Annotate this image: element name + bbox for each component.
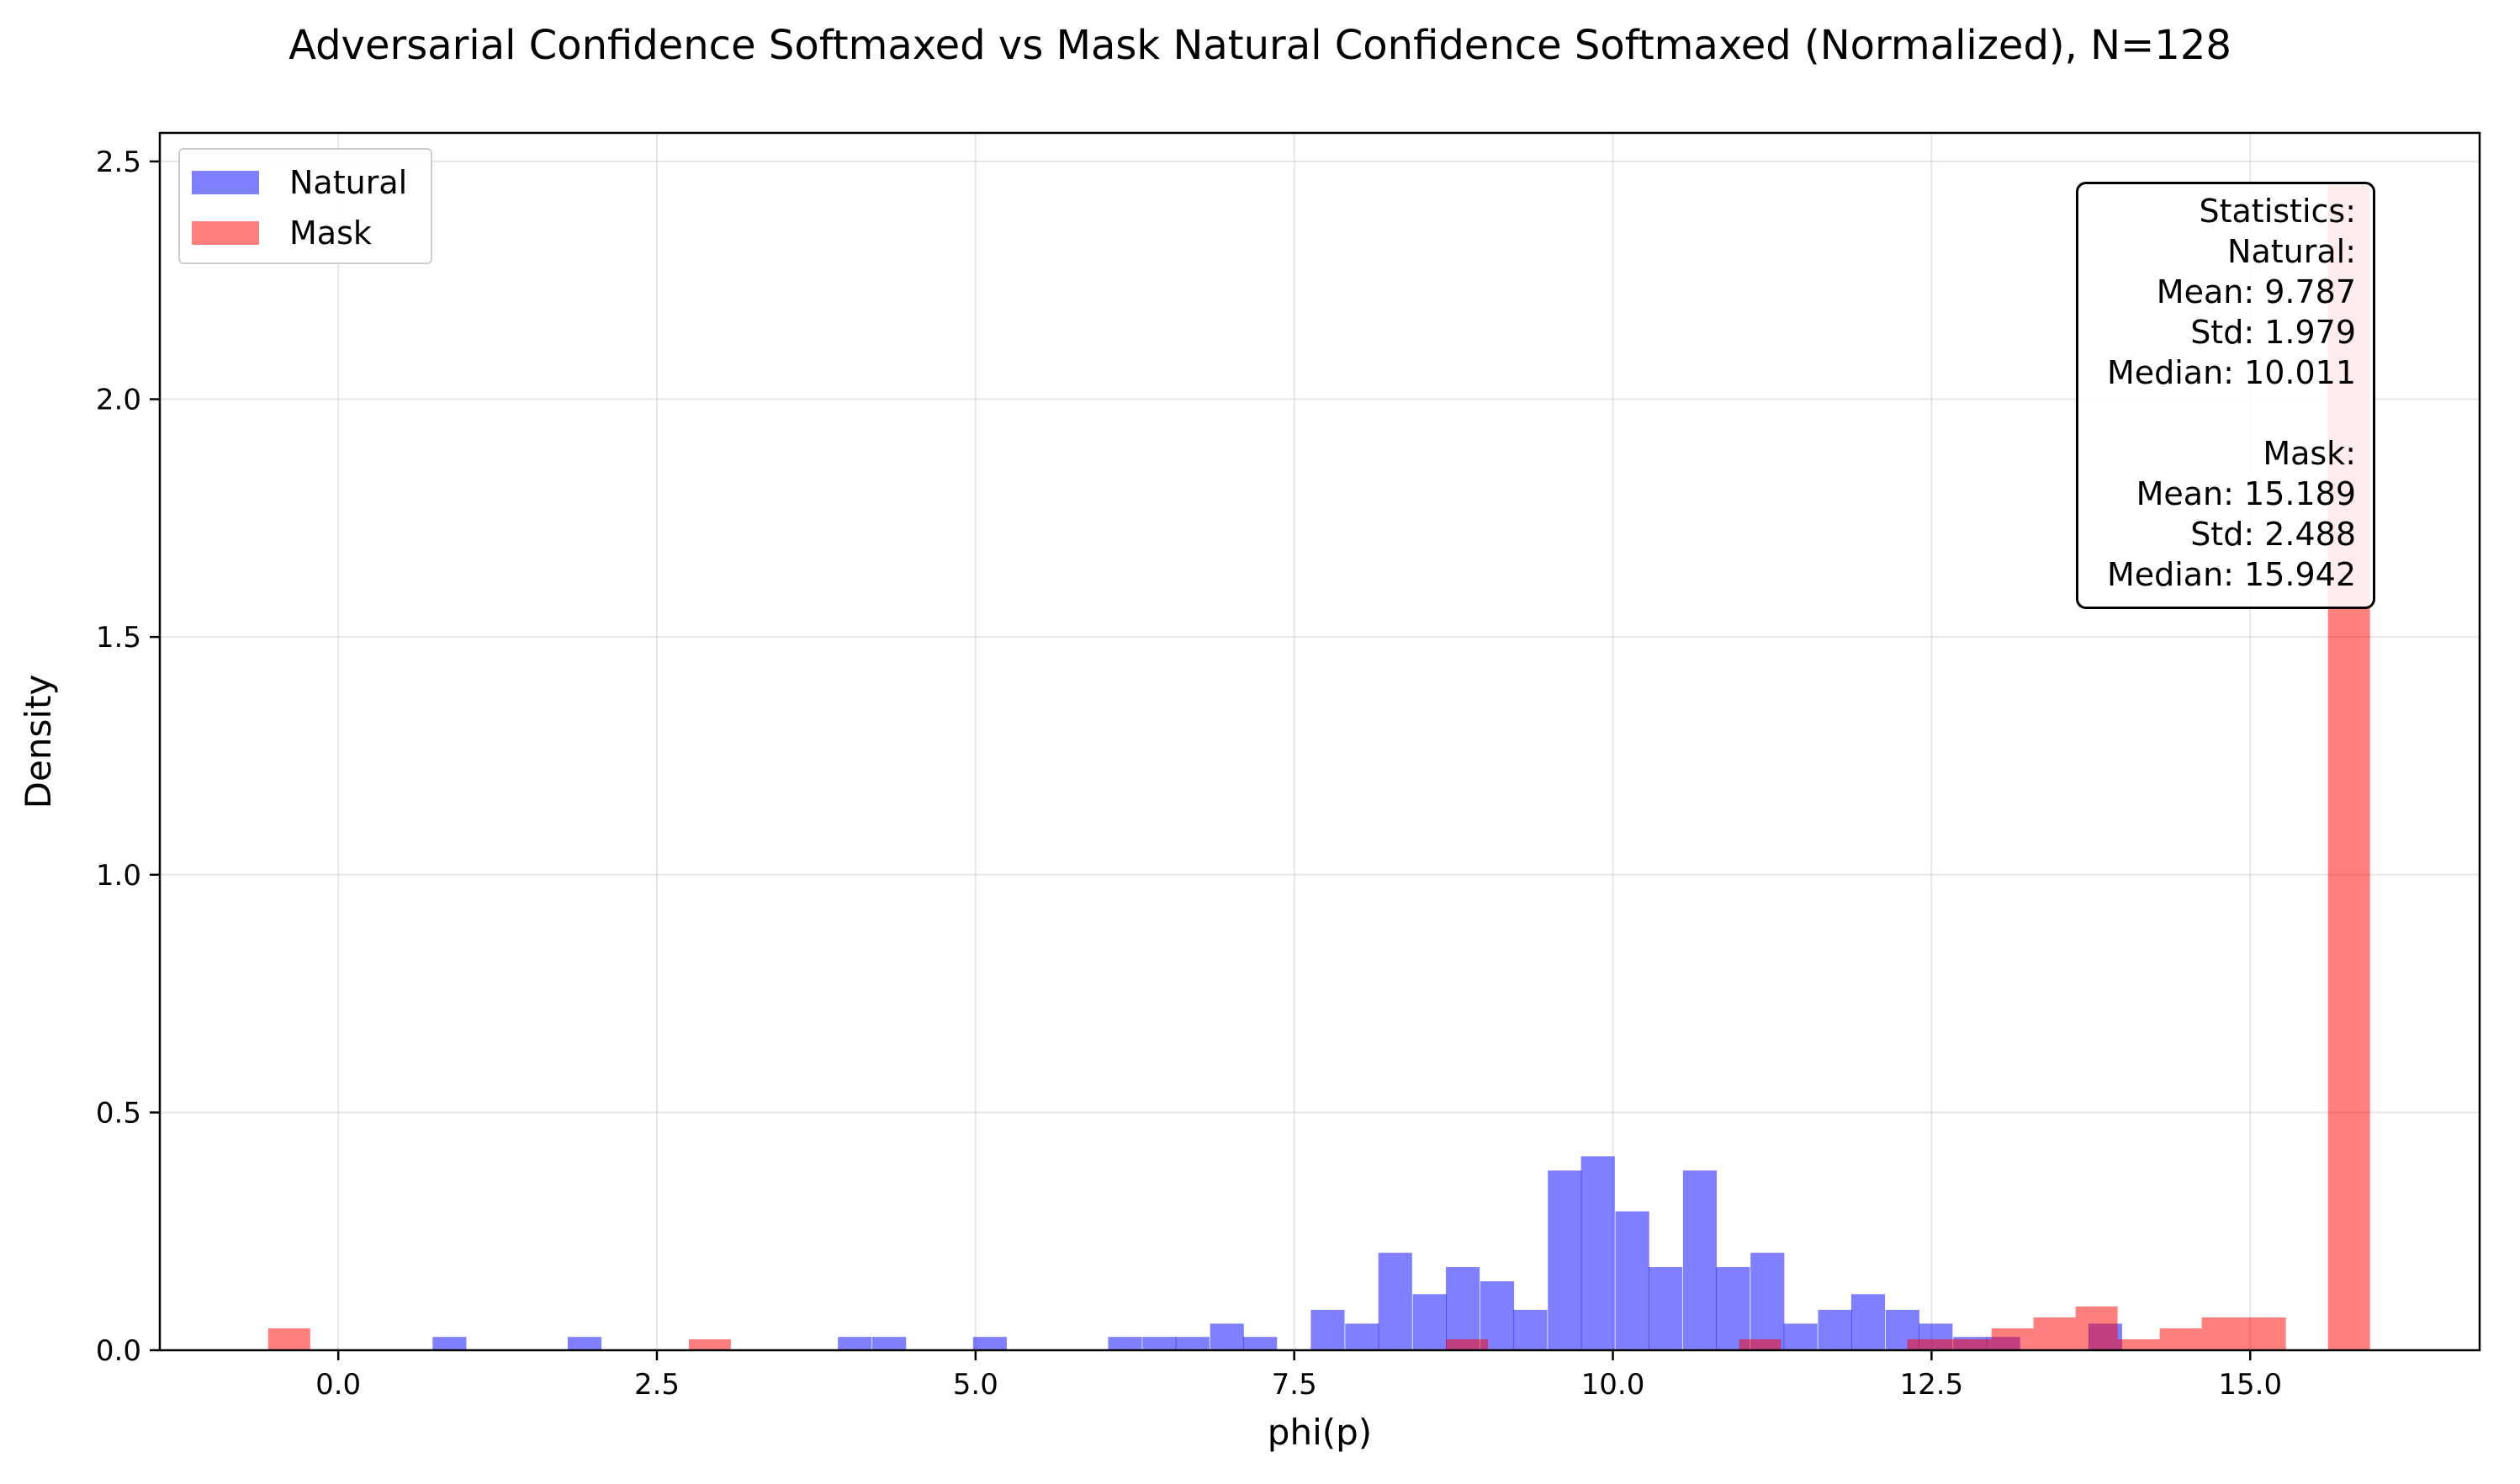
legend-item-natural: Natural — [192, 162, 407, 204]
mask-bar — [267, 1328, 310, 1350]
y-tick-label: 0.0 — [96, 1334, 141, 1368]
natural-bar — [1345, 1323, 1379, 1350]
mask-bar — [2243, 1317, 2286, 1350]
legend-swatch-mask — [192, 221, 259, 245]
natural-bar — [1716, 1267, 1750, 1350]
natural-bar — [1513, 1309, 1548, 1350]
natural-bar — [838, 1337, 872, 1350]
mask-bar — [1949, 1338, 1992, 1350]
x-tick-label: 15.0 — [2218, 1368, 2282, 1402]
natural-bar — [1580, 1156, 1615, 1350]
mask-bar — [1739, 1338, 1781, 1350]
chart-title: Adversarial Confidence Softmaxed vs Mask… — [289, 22, 2231, 69]
natural-bar — [1210, 1323, 1244, 1350]
mask-bar — [2159, 1328, 2202, 1350]
y-axis-label: Density — [18, 675, 59, 809]
natural-bar — [1548, 1170, 1582, 1350]
mask-bar — [1991, 1328, 2034, 1350]
legend-label-natural: Natural — [289, 164, 408, 201]
y-tick-label: 2.0 — [96, 384, 141, 417]
natural-bar — [1310, 1309, 1345, 1350]
natural-bar — [1412, 1294, 1447, 1350]
stats-line: Median: 10.011 — [2106, 354, 2356, 391]
stats-line: Std: 2.488 — [2190, 516, 2356, 553]
natural-bar — [1175, 1337, 1210, 1350]
natural-bar — [1378, 1253, 1412, 1350]
natural-bar — [1648, 1267, 1683, 1350]
statistics-box: Statistics: Natural: Mean: 9.787 Std: 1.… — [2076, 182, 2375, 609]
y-axis-ticks: 0.0 0.5 1.0 1.5 2.0 2.5 — [96, 146, 160, 1368]
natural-bar — [1850, 1294, 1886, 1350]
natural-bar — [432, 1337, 467, 1350]
mask-bar — [2033, 1317, 2076, 1350]
natural-bar — [972, 1337, 1007, 1350]
x-tick-label: 7.5 — [1272, 1368, 1317, 1402]
y-tick-label: 0.5 — [96, 1096, 141, 1130]
x-tick-label: 10.0 — [1581, 1368, 1645, 1402]
legend: Natural Mask — [178, 148, 432, 264]
natural-bar — [1783, 1323, 1818, 1350]
legend-swatch-natural — [192, 171, 259, 194]
stats-line: Mean: 15.189 — [2136, 475, 2356, 512]
natural-bar — [1108, 1337, 1142, 1350]
natural-bar — [567, 1337, 602, 1350]
stats-line: Mean: 9.787 — [2156, 273, 2356, 310]
natural-bar — [1818, 1309, 1852, 1350]
natural-bar — [1750, 1253, 1785, 1350]
x-tick-label: 12.5 — [1900, 1368, 1964, 1402]
legend-label-mask: Mask — [289, 215, 372, 252]
legend-item-mask: Mask — [192, 212, 372, 254]
stats-line: Statistics: — [2199, 193, 2356, 230]
natural-bar — [1142, 1337, 1177, 1350]
plot-area-frame — [158, 131, 2481, 1352]
x-tick-label: 2.5 — [634, 1368, 680, 1402]
mask-bar — [2075, 1306, 2118, 1350]
x-tick-label: 5.0 — [953, 1368, 998, 1402]
stats-line: Std: 1.979 — [2190, 314, 2356, 351]
stats-line: Mask: — [2263, 435, 2356, 472]
mask-bar — [1446, 1338, 1489, 1350]
mask-bar — [1907, 1338, 1950, 1350]
stats-line: Median: 15.942 — [2106, 556, 2356, 593]
x-axis-ticks: 0.0 2.5 5.0 7.5 10.0 12.5 15.0 — [315, 1350, 2282, 1402]
natural-series — [432, 1156, 2122, 1350]
mask-bar — [2201, 1317, 2244, 1350]
natural-bar — [1480, 1281, 1515, 1350]
y-tick-label: 1.5 — [96, 621, 141, 655]
x-axis-label: phi(p) — [1268, 1412, 1372, 1453]
natural-bar — [1682, 1170, 1718, 1350]
y-tick-label: 1.0 — [96, 859, 141, 893]
x-tick-label: 0.0 — [315, 1368, 361, 1402]
y-tick-label: 2.5 — [96, 146, 141, 179]
natural-bar — [1243, 1337, 1278, 1350]
mask-bar — [688, 1338, 731, 1350]
stats-line: Natural: — [2227, 233, 2356, 270]
mask-bar — [2117, 1338, 2160, 1350]
natural-bar — [1446, 1267, 1480, 1350]
natural-bar — [1615, 1211, 1649, 1350]
mask-series — [267, 185, 2370, 1350]
natural-bar — [872, 1337, 907, 1350]
